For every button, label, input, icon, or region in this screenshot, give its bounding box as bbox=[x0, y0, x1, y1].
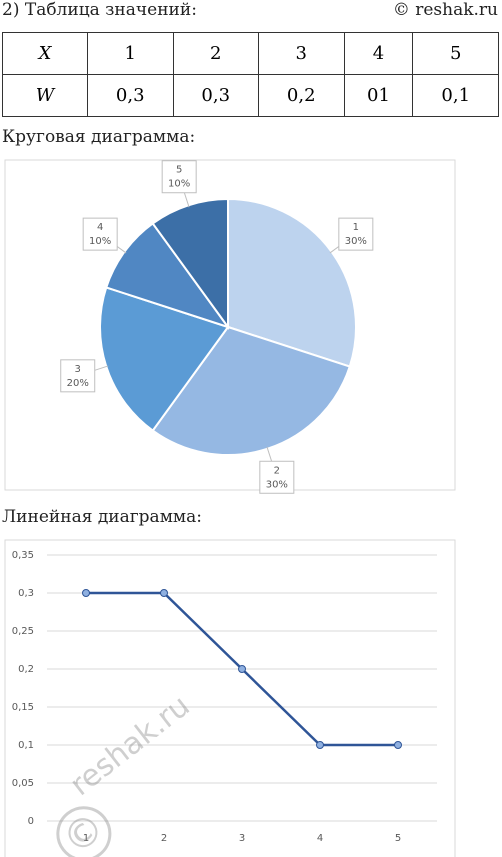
slice-label: 4 bbox=[97, 222, 103, 233]
slice-label: 1 bbox=[353, 222, 359, 233]
y-tick-label: 0,25 bbox=[12, 626, 34, 637]
cell: 01 bbox=[343, 74, 414, 117]
y-tick-label: 0,35 bbox=[12, 550, 34, 561]
watermark: ©reshak.ru bbox=[54, 688, 197, 857]
source: © reshak.ru bbox=[392, 0, 498, 20]
slice-label: 5 bbox=[176, 165, 182, 176]
point bbox=[238, 665, 246, 673]
cell: W bbox=[2, 74, 88, 117]
value-table: X 1 2 3 4 5 W 0,3 0,3 0,2 01 0,1 bbox=[2, 32, 499, 117]
row: W 0,3 0,3 0,2 01 0,1 bbox=[2, 74, 499, 117]
pie-frame bbox=[4, 159, 456, 491]
y-tick-label: 0 bbox=[28, 816, 34, 827]
label-box bbox=[161, 160, 197, 194]
point bbox=[160, 589, 168, 597]
x-tick-label: 1 bbox=[83, 833, 89, 844]
label-box bbox=[60, 359, 96, 393]
cell: 0,3 bbox=[87, 74, 174, 117]
cell: 0,1 bbox=[412, 74, 499, 117]
point bbox=[82, 589, 90, 597]
point bbox=[394, 741, 402, 749]
cell: 0,2 bbox=[258, 74, 345, 117]
slice-value-label: 10% bbox=[89, 236, 111, 247]
label-box bbox=[259, 460, 295, 494]
x-tick-label: 4 bbox=[317, 833, 323, 844]
slice-value-label: 20% bbox=[67, 378, 89, 389]
slice-value-label: 30% bbox=[266, 479, 288, 490]
x-tick-label: 3 bbox=[239, 833, 245, 844]
y-tick-label: 0,05 bbox=[12, 778, 34, 789]
watermark-text: reshak.ru bbox=[64, 688, 197, 803]
y-tick-label: 0,2 bbox=[18, 664, 34, 675]
row: X 1 2 3 4 5 bbox=[2, 32, 499, 75]
cell: 3 bbox=[258, 32, 345, 75]
label-box bbox=[82, 217, 118, 251]
caption: Линейная диаграмма: bbox=[2, 507, 202, 527]
slice-label: 3 bbox=[75, 364, 81, 375]
line-frame bbox=[4, 539, 456, 857]
cell: 0,3 bbox=[172, 74, 259, 117]
slice-value-label: 30% bbox=[345, 236, 367, 247]
label-box bbox=[338, 217, 374, 251]
caption: Круговая диаграмма: bbox=[2, 127, 196, 147]
watermark-ring bbox=[56, 806, 112, 857]
y-tick-label: 0,3 bbox=[18, 588, 34, 599]
title: 2) Таблица значений: bbox=[2, 0, 197, 20]
x-tick-label: 5 bbox=[395, 833, 401, 844]
cell: X bbox=[2, 32, 88, 75]
cell: 4 bbox=[343, 32, 414, 75]
point bbox=[316, 741, 324, 749]
y-tick-label: 0,1 bbox=[18, 740, 34, 751]
slice-value-label: 10% bbox=[168, 179, 190, 190]
x-tick-label: 2 bbox=[161, 833, 167, 844]
slice-label: 2 bbox=[274, 465, 280, 476]
y-tick-label: 0,15 bbox=[12, 702, 34, 713]
